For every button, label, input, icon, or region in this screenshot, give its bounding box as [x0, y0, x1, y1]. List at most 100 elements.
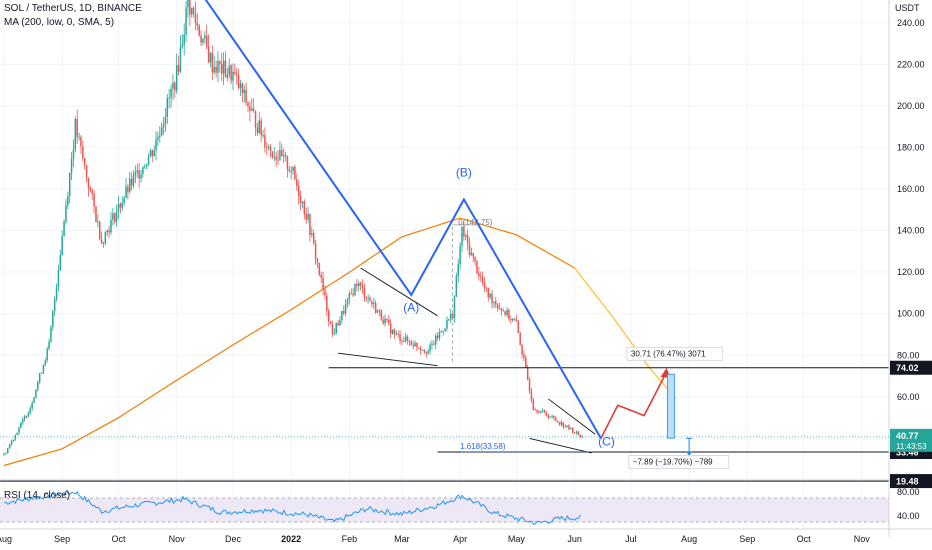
candle-body — [344, 304, 347, 314]
candle-body — [187, 0, 189, 8]
candle-body — [65, 205, 67, 222]
candle-body — [106, 230, 108, 233]
candle-body — [202, 38, 204, 43]
candle-body — [335, 322, 337, 334]
candle-body — [72, 149, 75, 160]
candle-body — [18, 428, 20, 433]
candle-body — [237, 75, 240, 88]
measure-label-box — [626, 346, 723, 361]
candle-body — [241, 83, 244, 94]
candle-body — [123, 198, 125, 204]
candle-body — [457, 264, 459, 276]
level-price-label: 33.46 — [896, 448, 919, 458]
candle-body — [138, 170, 140, 179]
candle-body — [52, 311, 54, 328]
fib-extension-label: 1.618(33.58) — [460, 442, 506, 451]
candle-body — [40, 372, 43, 374]
ma-legend[interactable]: MA (200, low, 0, SMA, 5) — [4, 17, 115, 28]
candle-body — [461, 226, 463, 246]
candle-body — [493, 301, 495, 304]
symbol-legend[interactable]: SOL / TetherUS, 1D, BINANCE — [4, 3, 142, 14]
candle-body — [373, 302, 375, 305]
candle-body — [483, 282, 486, 288]
candle-body — [406, 336, 409, 341]
candle-body — [416, 343, 418, 348]
candle-body — [192, 7, 195, 14]
elliott-wave-abc-line — [204, 0, 602, 439]
level-price-label: 74.02 — [896, 363, 919, 373]
candle-body — [292, 166, 294, 171]
candle-body — [459, 245, 461, 265]
candle-body — [453, 296, 456, 319]
candle-body — [87, 177, 90, 188]
measure-box-up — [666, 373, 675, 439]
candle-body — [560, 422, 563, 425]
candle-body — [337, 322, 339, 326]
candle-body — [431, 343, 433, 345]
candle-body — [491, 293, 493, 304]
candle-body — [350, 293, 352, 295]
candle-body — [433, 343, 435, 345]
candle-body — [198, 25, 200, 36]
candle-body — [183, 34, 185, 45]
rsi-tick-label: 40.00 — [897, 511, 920, 521]
candle-body — [386, 318, 388, 321]
candle-body — [251, 108, 253, 111]
candle-body — [83, 158, 86, 166]
candle-body — [388, 320, 390, 324]
candle-body — [224, 60, 227, 78]
fib-zero-label: 0(142.75) — [458, 218, 493, 227]
price-tick-label: 120.00 — [897, 267, 925, 277]
candle-body — [570, 428, 572, 430]
time-tick-label: Oct — [797, 534, 812, 544]
drawing-tools[interactable] — [0, 0, 889, 482]
candle-body — [327, 310, 330, 322]
candle-body — [318, 262, 321, 275]
candle-body — [46, 348, 48, 361]
candlestick-series — [3, 0, 583, 457]
candle-body — [519, 332, 521, 346]
candle-body — [376, 310, 379, 313]
candle-body — [303, 201, 306, 214]
candle-body — [155, 139, 157, 151]
candle-body — [348, 293, 351, 300]
candle-body — [301, 201, 304, 204]
time-tick-label: Jul — [625, 534, 637, 544]
candle-body — [232, 71, 234, 81]
candle-body — [508, 309, 510, 320]
candle-body — [356, 283, 358, 287]
candle-body — [341, 310, 343, 320]
grid-lines — [0, 0, 889, 528]
candle-body — [517, 320, 520, 333]
candle-body — [22, 419, 24, 423]
candle-body — [397, 333, 399, 335]
candle-body — [312, 233, 315, 244]
candle-body — [136, 170, 139, 173]
time-tick-label: Aug — [681, 534, 697, 544]
candle-body — [68, 172, 71, 197]
candle-body — [252, 108, 255, 111]
rsi-legend[interactable]: RSI (14, close) — [4, 490, 71, 501]
candle-body — [12, 439, 15, 442]
candle-body — [119, 203, 122, 208]
currency-label: USDT — [895, 3, 920, 13]
candle-body — [23, 416, 26, 420]
wedge-a-upper-line — [360, 267, 438, 317]
time-tick-label: 2022 — [281, 534, 301, 544]
candle-body — [540, 411, 542, 413]
candle-body — [95, 206, 97, 223]
candle-body — [346, 299, 349, 305]
wedge-c-upper-line — [548, 398, 596, 435]
candle-body — [359, 283, 362, 286]
candle-body — [309, 214, 311, 235]
candle-body — [480, 276, 482, 278]
candle-body — [429, 344, 431, 351]
candle-body — [286, 156, 289, 170]
candle-body — [179, 47, 182, 72]
candle-body — [70, 159, 73, 173]
candle-body — [549, 416, 551, 418]
candle-body — [157, 137, 159, 140]
candle-body — [434, 335, 437, 345]
